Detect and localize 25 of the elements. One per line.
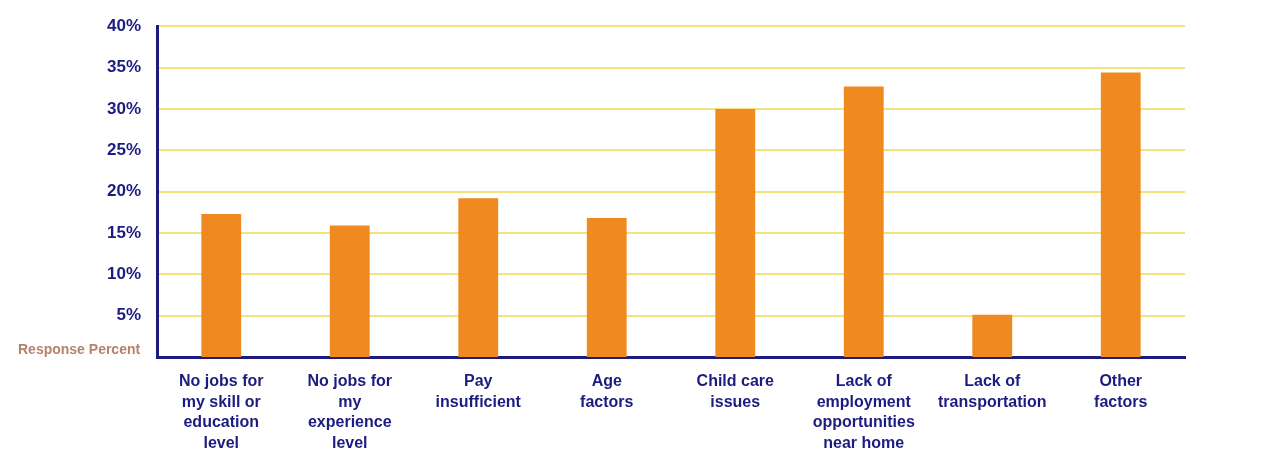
bar: [715, 108, 756, 357]
x-tick-label: Lack of transportation: [938, 371, 1047, 410]
y-tick-label: 20%: [106, 181, 141, 201]
x-tick-label: Other factors: [1094, 371, 1148, 410]
x-tick-label: Child care issues: [696, 371, 775, 410]
bar: [586, 218, 627, 357]
y-tick-label: 25%: [106, 139, 141, 159]
y-tick-label: 15%: [106, 222, 141, 242]
bar: [843, 86, 884, 357]
bar: [972, 314, 1013, 357]
y-tick-label: 35%: [106, 57, 141, 77]
x-tick-label: Age factors: [580, 371, 634, 410]
bar: [201, 213, 242, 357]
y-tick-label: 40%: [106, 15, 141, 35]
bar: [458, 198, 499, 357]
x-tick-label: No jobs for my skill or education level: [179, 371, 264, 452]
x-tick-label: Lack of employment opportunities near home: [812, 371, 915, 452]
y-tick-label: 30%: [106, 98, 141, 118]
y-tick-label: 10%: [106, 263, 141, 283]
y-tick-label: 5%: [116, 305, 141, 325]
x-tick-label: Pay insufficient: [435, 371, 522, 410]
bar: [1100, 72, 1141, 357]
bar: [329, 225, 370, 357]
y-axis-title: Response Percent: [18, 341, 141, 357]
x-tick-label: No jobs for my experience level: [307, 371, 392, 452]
